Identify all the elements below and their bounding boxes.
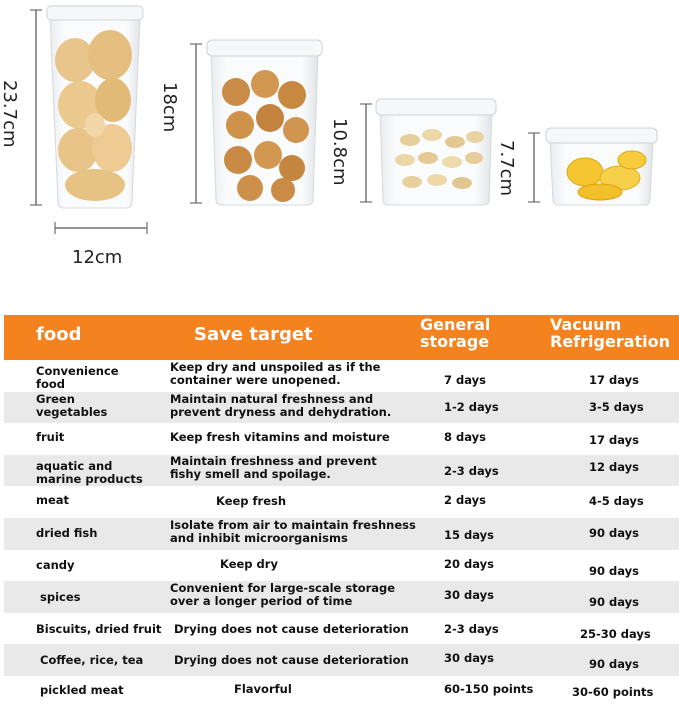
- vacuum-cell: 30-60 points: [572, 684, 654, 699]
- header-food: food: [36, 324, 82, 345]
- table-row: fruit Keep fresh vitamins and moisture 8…: [4, 423, 679, 455]
- jar-medium: [190, 39, 323, 206]
- target-cell: Maintain freshness and prevent fishy sme…: [170, 453, 377, 481]
- general-cell: 7 days: [444, 373, 486, 387]
- vacuum-cell: 12 days: [589, 459, 639, 474]
- header-vacuum-refrigeration: Vacuum Refrigeration: [550, 315, 671, 351]
- table-row: Biscuits, dried fruit Drying does not ca…: [4, 613, 679, 645]
- target-cell: Keep dry: [220, 556, 278, 571]
- food-cell: Convenience food: [36, 364, 119, 392]
- biscuit-contents: [222, 70, 309, 202]
- food-cell: spices: [40, 590, 81, 605]
- dried-mushroom-contents: [55, 30, 132, 201]
- vacuum-cell: 3-5 days: [589, 399, 644, 414]
- jar3-height-label: 10.8cm: [329, 118, 350, 186]
- jar-large: [30, 5, 148, 234]
- general-cell: 2 days: [444, 493, 486, 508]
- target-cell: Isolate from air to maintain freshness a…: [170, 517, 416, 546]
- table-header: food Save target General storage Vacuum …: [4, 315, 679, 360]
- header-save-target: Save target: [194, 324, 313, 345]
- general-cell: 30 days: [444, 651, 494, 666]
- target-cell: Keep dry and unspoiled as if the contain…: [170, 360, 381, 388]
- general-cell: 2-3 days: [444, 621, 499, 636]
- food-cell: Biscuits, dried fruit: [36, 621, 162, 636]
- target-cell: Keep fresh vitamins and moisture: [170, 430, 390, 445]
- vacuum-cell: 90 days: [589, 595, 639, 610]
- general-cell: 60-150 points: [444, 681, 534, 696]
- table-row: spices Convenient for large-scale storag…: [4, 581, 679, 613]
- table-row: Coffee, rice, tea Drying does not cause …: [4, 644, 679, 676]
- target-cell: Flavorful: [234, 681, 292, 696]
- food-cell: pickled meat: [40, 682, 124, 697]
- food-cell: candy: [36, 557, 75, 572]
- general-cell: 15 days: [444, 527, 494, 542]
- vacuum-cell: 25-30 days: [580, 626, 651, 641]
- header-general-storage: General storage: [420, 315, 491, 351]
- table-row: Convenience food Keep dry and unspoiled …: [4, 360, 679, 392]
- target-cell: Drying does not cause deterioration: [174, 653, 409, 668]
- target-cell: Drying does not cause deterioration: [174, 621, 409, 636]
- table-row: meat Keep fresh 2 days 4-5 days: [4, 486, 679, 518]
- jar-mini: [528, 127, 658, 206]
- table-row: candy Keep dry 20 days 90 days: [4, 550, 679, 582]
- table-row: aquatic and marine products Maintain fre…: [4, 453, 679, 487]
- jar1-height-label: 23.7cm: [0, 80, 20, 148]
- cashew-contents: [395, 129, 484, 189]
- food-cell: meat: [36, 493, 70, 508]
- jar-small: [360, 98, 497, 206]
- food-cell: Coffee, rice, tea: [40, 653, 144, 668]
- jar2-height-label: 18cm: [159, 82, 180, 132]
- target-cell: Keep fresh: [216, 494, 287, 509]
- food-cell: fruit: [36, 430, 65, 445]
- vacuum-cell: 17 days: [589, 433, 639, 448]
- table-row: dried fish Isolate from air to maintain …: [4, 517, 679, 550]
- containers-illustration: 23.7cm 12cm 18cm: [0, 5, 658, 268]
- general-cell: 1-2 days: [444, 399, 499, 414]
- table-row: Green vegetables Maintain natural freshn…: [4, 391, 679, 424]
- vacuum-cell: 17 days: [589, 373, 639, 387]
- food-cell: dried fish: [36, 525, 98, 540]
- food-cell: aquatic and marine products: [36, 458, 143, 486]
- lemon-slice-contents: [566, 150, 647, 201]
- general-cell: 20 days: [444, 556, 494, 571]
- vacuum-cell: 90 days: [589, 525, 639, 540]
- vacuum-cell: 4-5 days: [589, 494, 644, 509]
- target-cell: Convenient for large-scale storage over …: [170, 581, 396, 609]
- general-cell: 2-3 days: [444, 463, 499, 478]
- general-cell: 8 days: [444, 430, 486, 445]
- general-cell: 30 days: [444, 588, 494, 603]
- table-row: pickled meat Flavorful 60-150 points 30-…: [4, 676, 679, 708]
- storage-table: food Save target General storage Vacuum …: [4, 315, 679, 708]
- jar1-width-label: 12cm: [72, 247, 122, 268]
- vacuum-cell: 90 days: [589, 657, 639, 672]
- target-cell: Maintain natural freshness and prevent d…: [170, 391, 392, 419]
- jar4-height-label: 7.7cm: [496, 140, 517, 196]
- vacuum-cell: 90 days: [589, 563, 639, 578]
- food-cell: Green vegetables: [36, 391, 108, 419]
